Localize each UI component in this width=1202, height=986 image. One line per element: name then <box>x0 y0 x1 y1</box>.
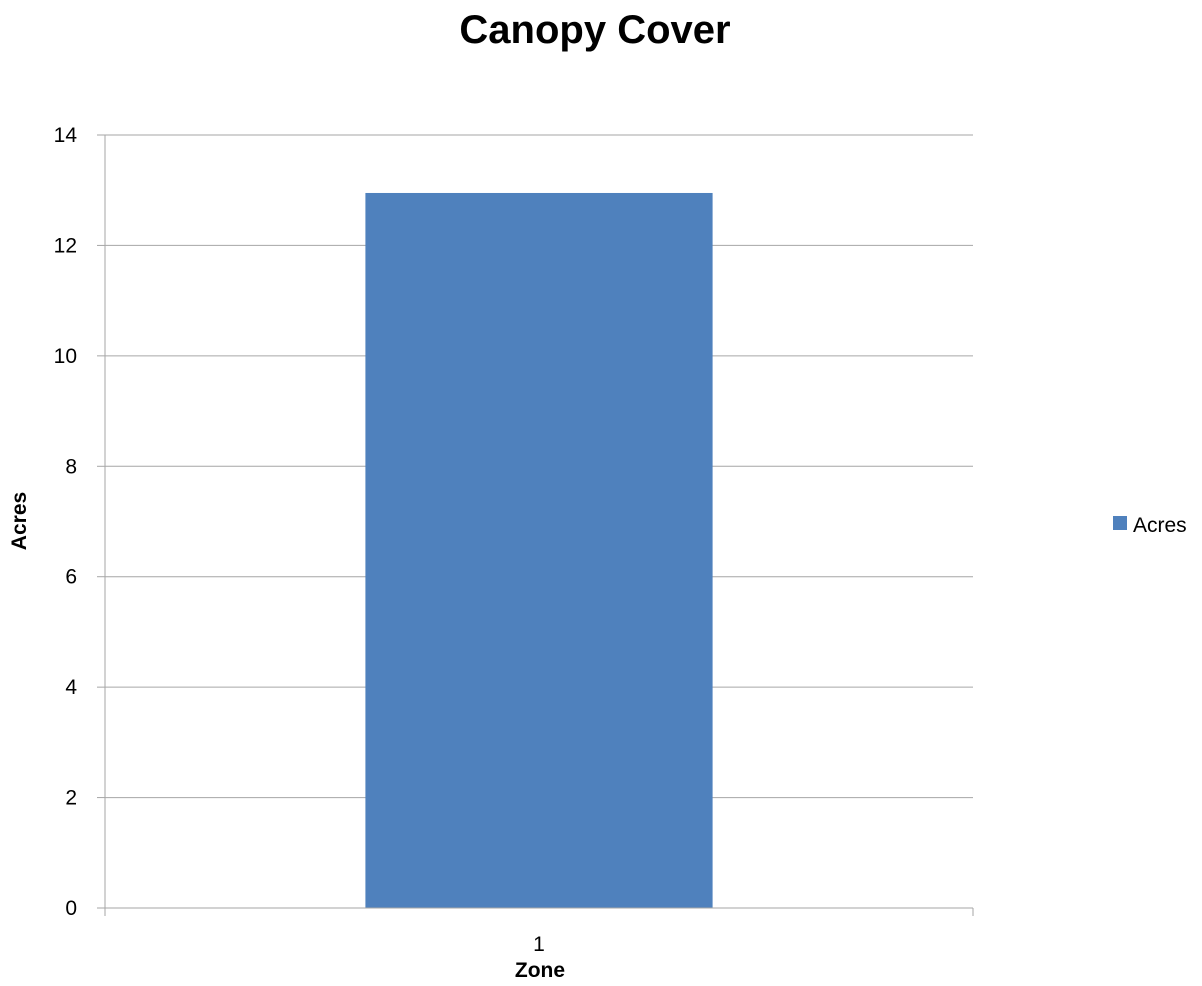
y-tick-label: 10 <box>54 345 77 368</box>
axes <box>97 134 974 916</box>
legend: Acres <box>1113 514 1187 537</box>
y-tick-label: 14 <box>54 124 78 147</box>
x-tick-label: 1 <box>533 933 545 956</box>
x-axis-label: Zone <box>515 959 565 982</box>
legend-swatch <box>1113 516 1127 530</box>
y-tick-labels: 0 2 4 6 8 10 12 14 <box>54 124 78 920</box>
bar <box>365 192 713 909</box>
chart-title: Canopy Cover <box>459 8 730 52</box>
y-tick-label: 6 <box>65 566 77 589</box>
y-tick-label: 4 <box>65 676 77 699</box>
legend-label: Acres <box>1133 514 1187 537</box>
bars <box>365 192 713 909</box>
y-tick-label: 0 <box>65 897 77 920</box>
y-tick-label: 2 <box>65 787 77 810</box>
y-axis-label: Acres <box>8 492 31 550</box>
y-tick-label: 8 <box>65 455 77 478</box>
x-tick-labels: 1 <box>533 933 545 956</box>
y-tick-label: 12 <box>54 234 77 257</box>
